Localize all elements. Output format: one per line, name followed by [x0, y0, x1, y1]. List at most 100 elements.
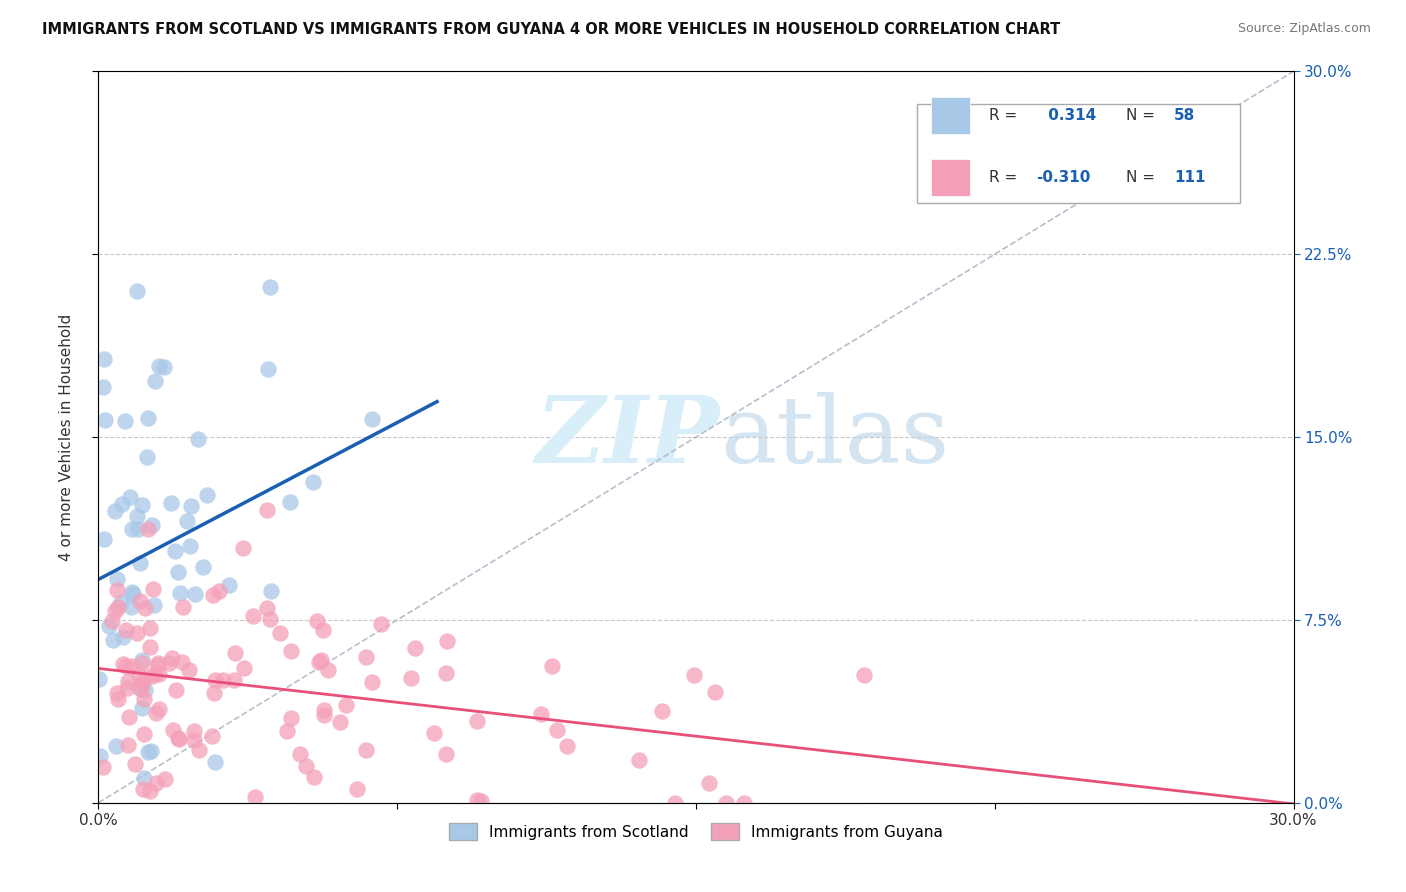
Point [104, 504, 127, 518]
Point [129, 594, 152, 608]
Point [404, 641, 426, 656]
Point [128, 556, 150, 570]
Point [101, 632, 124, 647]
Point [93, 352, 115, 367]
Point [94, 413, 117, 427]
Point [280, 494, 302, 508]
Text: IMMIGRANTS FROM SCOTLAND VS IMMIGRANTS FROM GUYANA 4 OR MORE VEHICLES IN HOUSEHO: IMMIGRANTS FROM SCOTLAND VS IMMIGRANTS F… [42, 22, 1060, 37]
Point [664, 796, 686, 810]
Text: Source: ZipAtlas.com: Source: ZipAtlas.com [1237, 22, 1371, 36]
Point [107, 691, 129, 706]
Point [169, 586, 191, 600]
Point [184, 587, 207, 601]
Point [105, 572, 128, 586]
Point [232, 541, 254, 555]
Text: -0.310: -0.310 [1036, 169, 1091, 185]
Point [180, 499, 202, 513]
Point [307, 614, 329, 628]
Point [134, 727, 156, 741]
Point [120, 600, 142, 615]
Point [628, 753, 651, 767]
Point [146, 657, 169, 671]
Text: R =: R = [988, 169, 1022, 185]
Point [183, 732, 205, 747]
Point [132, 772, 155, 786]
Point [97, 619, 120, 633]
Point [134, 601, 156, 615]
Legend: Immigrants from Scotland, Immigrants from Guyana: Immigrants from Scotland, Immigrants fro… [443, 816, 949, 847]
Point [146, 657, 169, 672]
Point [335, 698, 357, 713]
Point [148, 359, 170, 374]
Point [302, 475, 325, 490]
Point [370, 616, 392, 631]
Text: 58: 58 [1174, 108, 1195, 123]
Text: R =: R = [988, 108, 1022, 123]
Point [312, 624, 335, 638]
Point [316, 663, 339, 677]
Y-axis label: 4 or more Vehicles in Household: 4 or more Vehicles in Household [59, 313, 75, 561]
Point [142, 598, 165, 612]
Point [121, 587, 143, 601]
Point [132, 692, 155, 706]
Text: 111: 111 [1174, 169, 1205, 185]
Point [124, 756, 146, 771]
Point [167, 731, 190, 746]
Point [131, 652, 153, 666]
Point [280, 711, 302, 725]
Point [160, 651, 183, 665]
Point [131, 656, 153, 670]
Point [204, 673, 226, 687]
Point [91, 760, 114, 774]
Point [143, 666, 166, 681]
Point [136, 522, 159, 536]
Point [703, 684, 725, 698]
Point [546, 723, 568, 738]
Point [131, 677, 153, 691]
Point [138, 621, 160, 635]
Point [183, 724, 205, 739]
Point [179, 663, 201, 677]
Point [121, 584, 143, 599]
Point [733, 796, 755, 810]
Point [436, 633, 458, 648]
Point [141, 668, 163, 682]
Point [280, 644, 302, 658]
Point [110, 595, 132, 609]
Point [101, 615, 124, 629]
Point [165, 682, 187, 697]
Point [172, 655, 194, 669]
Text: 0.314: 0.314 [1043, 108, 1095, 123]
Point [540, 659, 562, 673]
Point [128, 668, 150, 682]
Point [107, 599, 129, 614]
Point [187, 743, 209, 757]
Point [166, 565, 188, 579]
Point [125, 509, 148, 524]
Text: N =: N = [1126, 169, 1160, 185]
Point [697, 775, 720, 789]
Point [139, 783, 162, 797]
Point [121, 659, 143, 673]
Point [224, 646, 246, 660]
Point [135, 450, 157, 464]
Point [142, 582, 165, 596]
Point [356, 650, 378, 665]
Point [125, 284, 148, 298]
Point [257, 362, 280, 376]
Point [242, 609, 264, 624]
Point [153, 359, 176, 374]
Point [127, 522, 149, 536]
Point [127, 681, 149, 695]
Point [148, 702, 170, 716]
Point [422, 726, 444, 740]
Point [105, 686, 128, 700]
Point [138, 640, 160, 654]
Point [288, 747, 311, 762]
Point [329, 714, 352, 729]
Point [683, 667, 706, 681]
Text: ZIP: ZIP [536, 392, 720, 482]
Point [89, 748, 111, 763]
Point [314, 703, 336, 717]
Point [555, 739, 578, 754]
